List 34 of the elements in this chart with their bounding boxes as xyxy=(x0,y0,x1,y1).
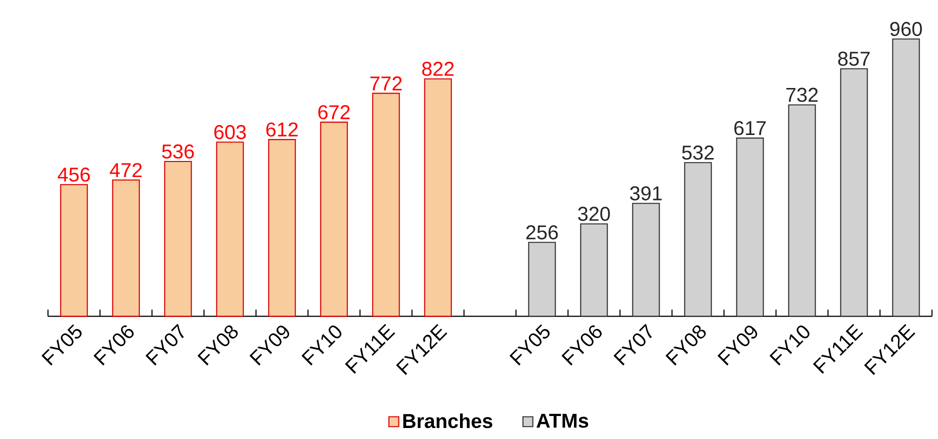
bar xyxy=(372,92,400,317)
bar xyxy=(840,68,868,317)
data-label: 603 xyxy=(214,125,246,140)
data-label: 672 xyxy=(318,105,350,120)
data-label: 857 xyxy=(838,52,870,66)
data-label: 772 xyxy=(370,76,402,90)
data-label: 822 xyxy=(422,62,454,76)
data-label: 391 xyxy=(630,186,662,200)
legend-label: Branches xyxy=(403,413,492,428)
bar xyxy=(892,38,920,317)
bar xyxy=(580,223,608,317)
bar xyxy=(528,242,556,317)
data-label: 456 xyxy=(58,168,90,182)
data-label: 732 xyxy=(786,88,818,102)
bar xyxy=(60,184,88,317)
bar xyxy=(268,139,296,317)
bar xyxy=(788,104,816,317)
bar xyxy=(424,78,452,317)
data-label: 617 xyxy=(734,120,766,136)
bar xyxy=(164,160,192,317)
data-label: 472 xyxy=(110,163,142,178)
bar xyxy=(736,138,764,317)
bar xyxy=(684,162,712,317)
data-label: 960 xyxy=(890,22,922,36)
bar xyxy=(632,202,660,317)
data-label: 612 xyxy=(266,122,298,137)
bar xyxy=(216,142,244,317)
data-label: 256 xyxy=(526,225,558,240)
data-label: 532 xyxy=(682,146,714,160)
data-label: 536 xyxy=(162,144,194,159)
legend-label: ATMs xyxy=(536,414,588,428)
data-label: 320 xyxy=(578,206,610,221)
bar xyxy=(112,179,140,317)
bar xyxy=(320,122,348,317)
